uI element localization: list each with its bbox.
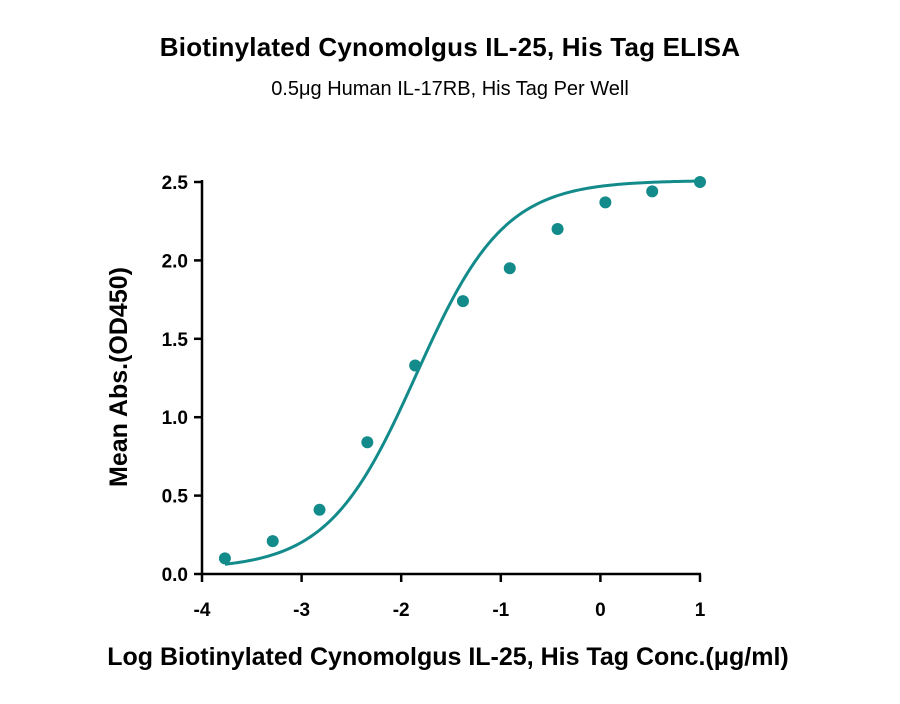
axes: 0.0 0.5 1.0 1.5 2.0 2.5 -4 -3 -2 -1 0 1 [162, 173, 706, 621]
data-point [694, 176, 706, 188]
data-point [361, 436, 374, 449]
x-tick-label: -4 [194, 600, 211, 621]
chart-title: Biotinylated Cynomolgus IL-25, His Tag E… [159, 32, 741, 62]
y-tick-label: 0.0 [162, 565, 188, 586]
x-axis-label: Log Biotinylated Cynomolgus IL-25, His T… [107, 643, 789, 671]
data-point [646, 185, 659, 198]
data-point [266, 535, 279, 548]
data-point [313, 503, 326, 516]
y-tick-label: 2.5 [162, 173, 189, 194]
x-tick-label: 0 [595, 600, 606, 621]
data-point [456, 295, 469, 308]
data-point [599, 196, 612, 209]
y-tick-label: 1.5 [162, 330, 189, 351]
data-points-layer [218, 176, 706, 565]
y-tick-label: 2.0 [162, 251, 188, 272]
data-point [218, 552, 231, 565]
data-point [503, 262, 516, 275]
data-point [409, 359, 422, 372]
fit-curve-line [224, 179, 701, 566]
x-tick-label: -3 [293, 600, 310, 621]
x-tick-label: -2 [393, 600, 410, 621]
data-point [551, 223, 564, 236]
y-axis-label: Mean Abs.(OD450) [105, 267, 133, 487]
chart-subtitle: 0.5μg Human IL-17RB, His Tag Per Well [271, 78, 629, 100]
fit-curve-layer [224, 179, 701, 566]
x-tick-label: -1 [492, 600, 509, 621]
y-tick-label: 0.5 [162, 487, 189, 508]
x-tick-label: 1 [695, 600, 706, 621]
y-tick-label: 1.0 [162, 408, 188, 429]
